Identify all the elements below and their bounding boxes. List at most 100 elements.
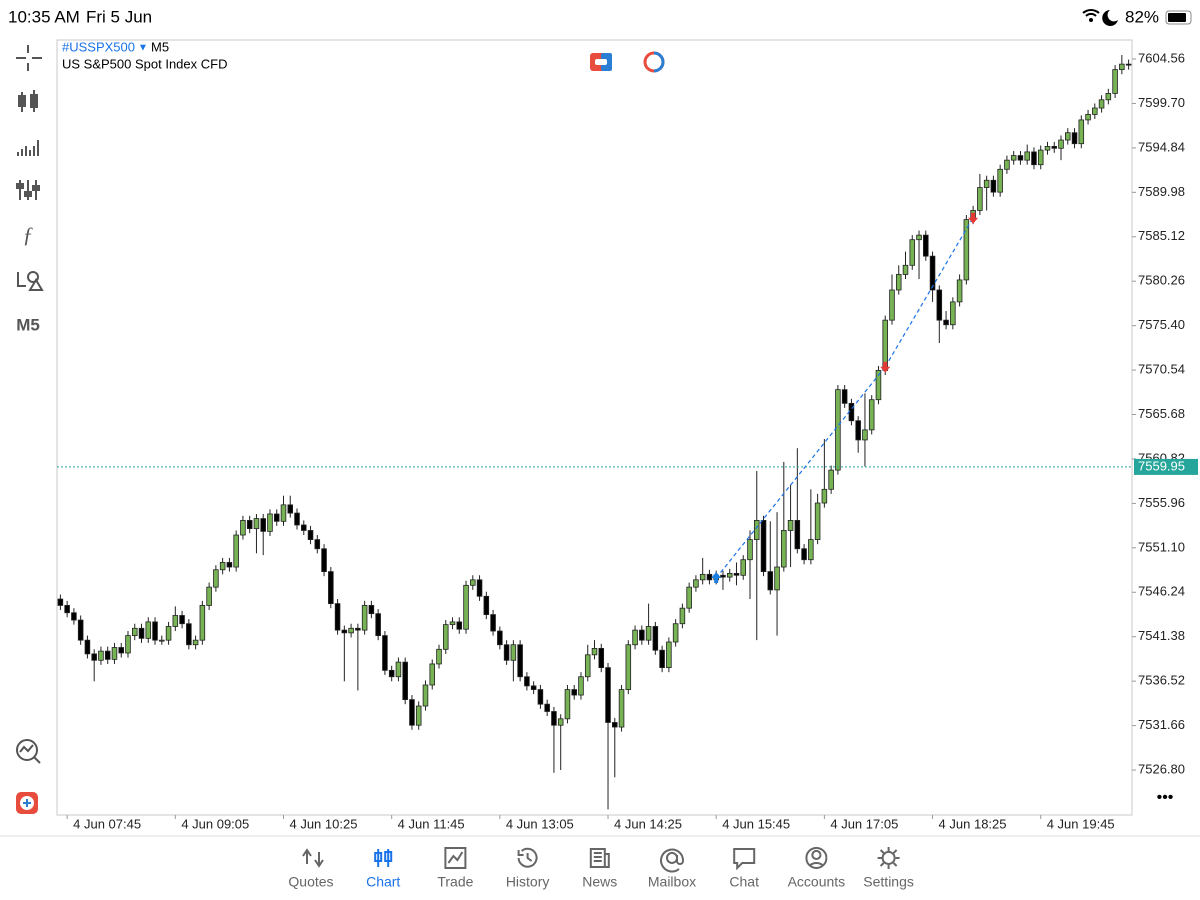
candle-body [395,661,402,678]
indicator-tool[interactable]: ƒ [23,222,34,247]
tab-icon[interactable] [444,847,467,869]
candle-body [591,648,598,656]
tab-icon[interactable] [805,846,828,869]
candle-body [57,598,64,606]
candle-body [104,650,111,660]
candle-body [557,718,564,726]
y-tick-label: 7541.38 [1138,628,1185,643]
candle-body [652,626,659,651]
candle-body [375,613,381,637]
symbol-dropdown[interactable]: ▼ [138,43,148,54]
candle-body [361,605,368,631]
candle-body [774,566,780,591]
candle-body [436,648,442,665]
candle-body [348,627,354,634]
candle-body [936,289,943,321]
candle-body [699,573,706,581]
candle-body [814,502,821,540]
x-tick-label: 4 Jun 19:45 [1047,816,1115,831]
tab-label[interactable]: News [582,874,617,890]
tab-icon[interactable] [589,848,610,868]
analytics-tool[interactable] [16,739,41,764]
tab-label[interactable]: Chat [729,874,759,890]
candle-body [537,689,544,705]
tab-label[interactable]: Mailbox [648,874,696,890]
candle-body [733,573,740,576]
tab-label[interactable]: Chart [366,874,400,890]
candle-body [125,635,131,654]
trade-marker [880,361,891,373]
tab-icon[interactable] [733,848,756,871]
y-tick-label: 7580.26 [1138,273,1185,288]
y-tick-label: 7551.10 [1138,539,1185,554]
candle-body [490,614,496,632]
candle-body [463,584,469,630]
candle-body [334,603,341,631]
candle-body [199,605,206,641]
candle-body [213,569,219,588]
more-button[interactable]: ••• [1157,789,1174,806]
tab-icon[interactable] [302,848,324,868]
tab-icon[interactable] [517,847,538,868]
candle-body [415,705,422,726]
objects-tool[interactable] [17,271,44,291]
candle-body [1037,149,1044,166]
trade-line [884,217,974,368]
candle-body [787,519,794,531]
y-tick-label: 7575.40 [1138,317,1185,332]
candle-body [470,579,476,586]
candle-body [1058,139,1064,149]
candle-body [64,605,70,614]
settings-tool[interactable] [16,180,40,200]
candle-body [476,579,483,597]
candle-body [672,623,679,643]
tab-icon[interactable] [374,849,393,867]
status-time: 10:35 AM [8,7,80,26]
chart-type-tool[interactable] [18,90,38,112]
trade-buttons[interactable] [590,51,665,73]
y-tick-label: 7546.24 [1138,584,1185,599]
candle-body [510,644,517,661]
timeframe-button[interactable]: M5 [16,315,40,334]
candle-body [267,513,273,532]
x-tick-label: 4 Jun 17:05 [830,816,898,831]
candle-body [1031,151,1037,166]
candle-body [368,605,375,615]
plot: 7604.56 7599.70 7594.84 7589.98 7585.12 7580.… [57,50,1198,831]
tab-bar[interactable]: Quotes Chart Trade History News Mailbox Chat Ac… [288,846,914,890]
tab-icon[interactable] [660,848,685,873]
candle-body [131,627,138,637]
candle-body [1024,151,1030,161]
candle-body [422,684,429,707]
candle-body [497,630,503,646]
crosshair-tool[interactable] [16,45,42,71]
candle-body [564,689,571,720]
x-tick-label: 4 Jun 18:25 [939,816,1007,831]
tab-label[interactable]: Settings [863,874,914,890]
candle-body [260,518,266,532]
tab-label[interactable]: History [506,874,550,890]
candle-body [172,615,179,627]
candle-body [524,676,530,687]
candle-body [98,650,104,661]
left-toolbar[interactable]: ƒ M5 [16,45,44,814]
candle-body [503,644,510,661]
volume-tool[interactable] [17,140,39,156]
candle-body [382,635,388,671]
candle-body [1085,114,1091,121]
x-tick-label: 4 Jun 10:25 [289,816,357,831]
candle-body [740,559,747,576]
app-tool[interactable] [16,792,38,814]
candle-body [226,562,233,568]
candle-body [77,619,84,641]
tab-label[interactable]: Trade [437,874,473,890]
chart-symbol[interactable]: #USSPX500 [62,39,135,54]
tab-icon[interactable] [877,847,900,869]
candle-body [1078,119,1085,145]
candle-body [179,615,185,625]
candle-body [963,219,970,281]
candle-body [280,504,287,522]
candle-body [625,644,632,690]
tab-label[interactable]: Accounts [788,874,846,890]
tab-label[interactable]: Quotes [288,874,333,890]
